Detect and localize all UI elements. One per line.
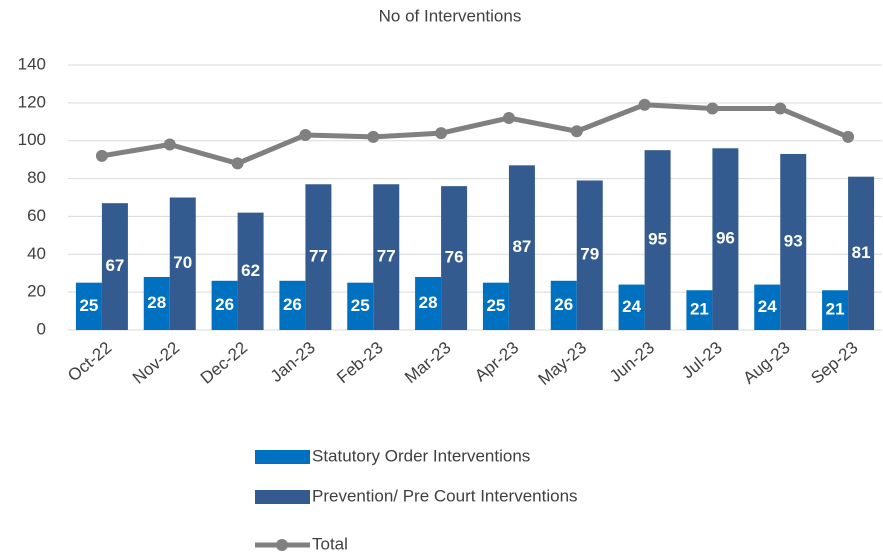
bar <box>279 280 306 330</box>
bar <box>211 280 238 330</box>
y-tick-label: 20 <box>27 282 46 301</box>
legend-label: Statutory Order Interventions <box>312 446 530 465</box>
x-tick-label: Nov-22 <box>129 338 183 388</box>
x-tick-label: Dec-22 <box>197 338 251 388</box>
data-label: 87 <box>512 237 531 256</box>
data-label: 26 <box>283 295 302 314</box>
bar <box>848 176 875 330</box>
data-label: 77 <box>377 247 396 266</box>
data-label: 24 <box>758 297 777 316</box>
x-tick-label: Oct-22 <box>64 338 115 385</box>
data-label: 25 <box>351 296 370 315</box>
data-label: 96 <box>716 229 735 248</box>
bar <box>712 148 739 330</box>
bar <box>101 203 128 330</box>
data-label: 24 <box>622 297 641 316</box>
y-tick-label: 100 <box>18 130 46 149</box>
data-label: 93 <box>784 231 803 250</box>
y-tick-label: 60 <box>27 206 46 225</box>
line <box>101 102 850 166</box>
marker <box>706 102 719 115</box>
legend-label: Total <box>312 534 348 553</box>
marker <box>842 130 855 143</box>
bar <box>237 212 264 330</box>
marker <box>774 102 787 115</box>
legend-marker <box>276 539 288 551</box>
marker <box>502 112 515 124</box>
bar <box>780 153 807 330</box>
x-tick-label: Sep-23 <box>807 338 861 388</box>
data-label: 79 <box>580 245 599 264</box>
marker <box>163 138 176 151</box>
data-label: 26 <box>215 295 234 314</box>
marker <box>435 127 448 140</box>
x-tick-label: Jan-23 <box>267 338 319 386</box>
marker <box>367 130 380 143</box>
y-tick-label: 140 <box>18 54 46 73</box>
data-label: 70 <box>173 253 192 272</box>
y-tick-label: 40 <box>27 244 46 263</box>
bar <box>482 282 509 330</box>
marker <box>638 98 651 111</box>
bar <box>508 165 535 330</box>
marker <box>299 129 312 142</box>
bar <box>415 277 442 330</box>
legend-swatch <box>255 450 310 464</box>
bar <box>441 186 468 330</box>
bar <box>686 290 713 330</box>
data-label: 21 <box>690 300 709 319</box>
y-tick-label: 120 <box>18 92 46 111</box>
bar <box>75 282 102 330</box>
data-label: 21 <box>826 300 845 319</box>
bar <box>822 290 849 330</box>
bar <box>576 180 603 330</box>
bar <box>754 284 781 330</box>
data-label: 77 <box>309 247 328 266</box>
x-tick-label: Feb-23 <box>333 338 386 387</box>
legend-item: Statutory Order Interventions <box>255 446 530 465</box>
x-tick-label: Mar-23 <box>401 338 454 387</box>
data-label: 67 <box>105 256 124 275</box>
bar <box>169 197 196 330</box>
legend-label: Prevention/ Pre Court Interventions <box>312 486 578 505</box>
legend-item: Prevention/ Pre Court Interventions <box>255 486 578 505</box>
bar <box>373 184 400 330</box>
bar <box>347 282 374 330</box>
legend-item: Total <box>255 534 348 553</box>
marker <box>570 125 583 138</box>
bar <box>305 184 332 330</box>
data-label: 28 <box>419 293 438 312</box>
data-label: 25 <box>79 296 98 315</box>
marker <box>231 157 244 170</box>
data-label: 76 <box>445 248 464 267</box>
chart-title: No of Interventions <box>379 6 522 25</box>
bar <box>644 150 671 330</box>
data-label: 62 <box>241 261 260 280</box>
data-label: 81 <box>852 243 871 262</box>
x-tick-label: Jun-23 <box>606 338 658 386</box>
data-label: 28 <box>147 293 166 312</box>
x-tick-label: Aug-23 <box>739 338 793 388</box>
bar <box>550 280 577 330</box>
data-label: 25 <box>486 296 505 315</box>
x-tick-label: Jul-23 <box>678 338 726 382</box>
legend-swatch <box>255 490 310 504</box>
bar <box>143 277 170 330</box>
y-tick-label: 80 <box>27 168 46 187</box>
bar <box>618 284 645 330</box>
marker <box>95 149 108 162</box>
data-label: 26 <box>554 295 573 314</box>
y-tick-label: 0 <box>37 319 46 338</box>
data-label: 95 <box>648 230 667 249</box>
x-tick-label: May-23 <box>535 338 591 389</box>
x-tick-label: Apr-23 <box>471 338 522 385</box>
